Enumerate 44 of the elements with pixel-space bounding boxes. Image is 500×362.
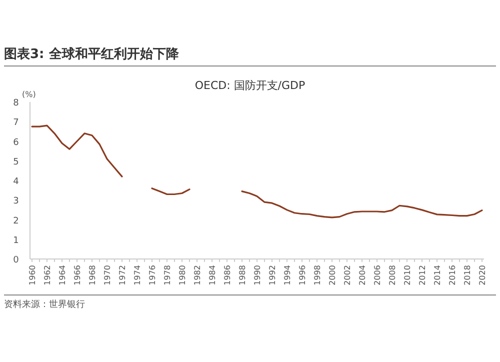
- x-tick-label: 1996: [298, 265, 307, 286]
- x-tick-label: 1984: [208, 265, 217, 286]
- x-tick-label: 1986: [223, 265, 232, 286]
- x-tick-label: 1968: [88, 265, 97, 286]
- y-tick-label: 2: [13, 216, 19, 226]
- y-axis-title: (%): [22, 90, 36, 99]
- y-tick-label: 0: [13, 256, 20, 266]
- x-tick-label: 1972: [118, 265, 127, 286]
- text: 资料来源：世界银行: [4, 299, 85, 310]
- x-tick-label: 2008: [388, 265, 397, 286]
- x-tick-label: 2020: [478, 265, 487, 286]
- x-tick-label: 1970: [103, 265, 112, 286]
- x-tick-label: 2006: [373, 265, 382, 286]
- x-tick-label: 1962: [43, 265, 52, 286]
- x-tick-label: 2000: [328, 265, 337, 286]
- y-tick-label: 7: [13, 118, 19, 128]
- chart-subtitle: OECD: 国防开支/GDP: [194, 79, 306, 92]
- x-tick-label: 1980: [178, 265, 187, 286]
- y-tick-label: 8: [13, 98, 20, 108]
- y-tick-label: 4: [13, 177, 20, 187]
- x-tick-label: 1974: [133, 265, 142, 286]
- x-tick-label: 2016: [448, 265, 457, 286]
- x-tick-label: 1960: [28, 265, 37, 286]
- x-tick-label: 2014: [433, 265, 442, 286]
- x-tick-label: 1992: [268, 265, 277, 286]
- x-tick-label: 2018: [463, 265, 472, 286]
- x-tick-label: 2012: [418, 265, 427, 286]
- x-tick-label: 1978: [163, 265, 172, 286]
- x-tick-label: 2010: [403, 265, 412, 286]
- x-tick-label: 1964: [58, 265, 67, 286]
- y-tick-label: 5: [13, 157, 19, 168]
- x-tick-label: 1990: [253, 265, 262, 286]
- y-tick-label: 6: [13, 138, 20, 148]
- x-tick-label: 1998: [313, 265, 322, 286]
- y-tick-label: 3: [13, 196, 19, 207]
- x-tick-label: 1988: [238, 265, 247, 286]
- x-tick-label: 1994: [283, 265, 292, 286]
- x-tick-label: 2002: [343, 265, 352, 286]
- x-tick-label: 1976: [148, 265, 157, 286]
- x-tick-label: 2004: [358, 265, 367, 286]
- x-tick-label: 1966: [73, 265, 82, 286]
- x-tick-label: 1982: [193, 265, 202, 286]
- chart-title: 图表3: 全球和平红利开始下降: [4, 46, 180, 62]
- y-tick-label: 1: [13, 236, 19, 246]
